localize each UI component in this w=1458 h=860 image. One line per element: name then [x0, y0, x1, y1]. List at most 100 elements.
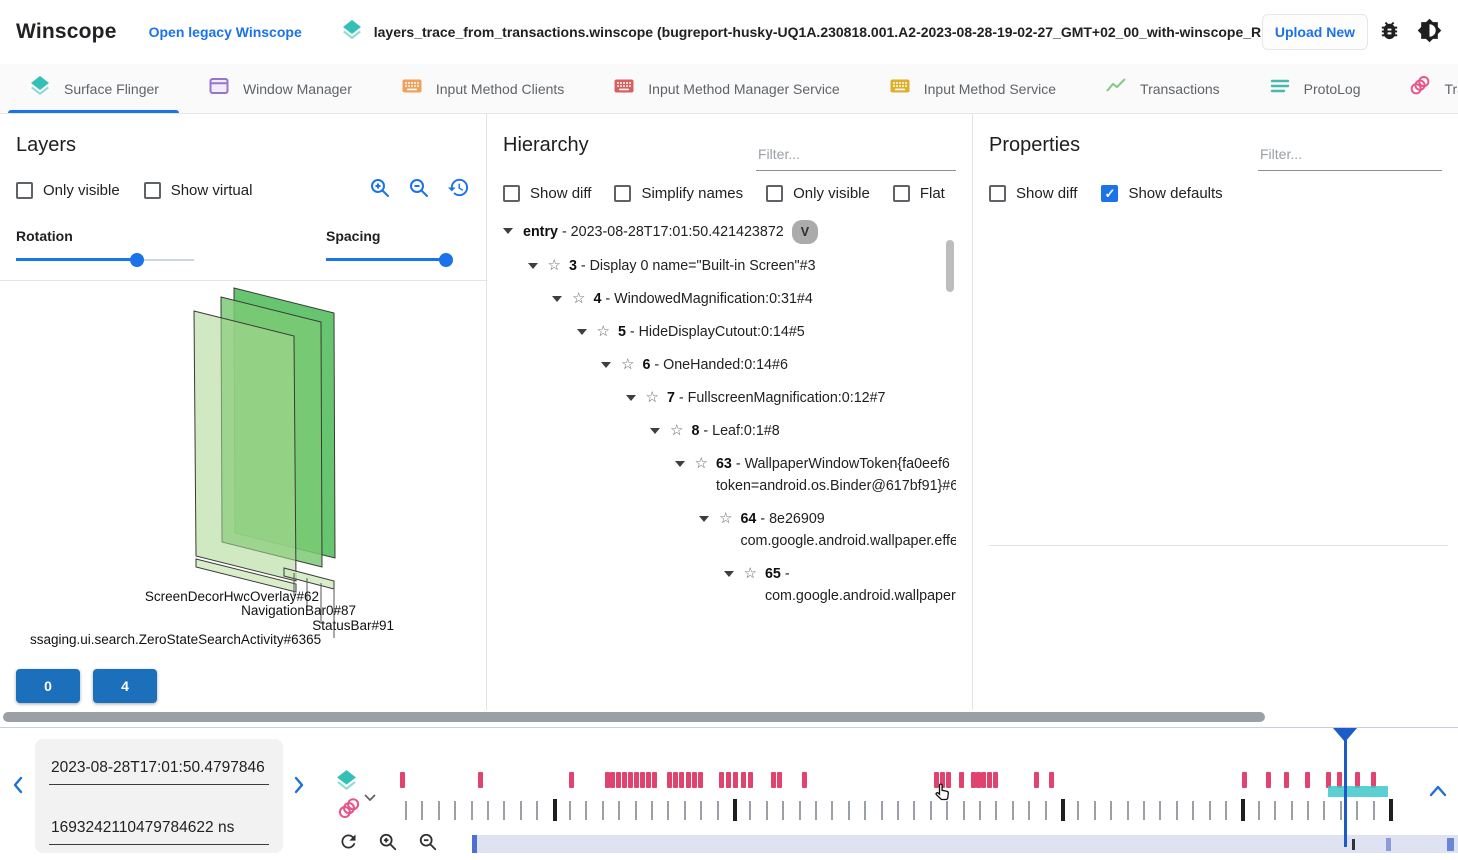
rotation-slider[interactable] — [16, 252, 194, 268]
sf-event-mark[interactable] — [569, 772, 574, 788]
transition-event-tick[interactable] — [1307, 801, 1309, 820]
collapse-caret-icon[interactable] — [723, 571, 734, 577]
tree-node[interactable]: ☆ 64 - 8e26909 com.google.android.wallpap… — [699, 508, 956, 552]
report-bug-button[interactable] — [1378, 19, 1401, 45]
transition-event-tick[interactable] — [1028, 801, 1031, 820]
transition-event-tick[interactable] — [1372, 801, 1375, 820]
timeline-cursor[interactable] — [1344, 730, 1347, 846]
collapse-caret-icon[interactable] — [650, 428, 660, 434]
transition-event-tick[interactable] — [979, 801, 981, 820]
transition-event-tick[interactable] — [421, 801, 424, 820]
tree-node[interactable]: ☆ 5 - HideDisplayCutout:0:14#5 — [576, 321, 931, 343]
pin-star-icon[interactable]: ☆ — [621, 356, 635, 373]
collapse-caret-icon[interactable] — [527, 263, 538, 269]
tree-node[interactable]: ☆ 65 - com.google.android.wallpaper.effec… — [723, 563, 956, 607]
collapse-caret-icon[interactable] — [699, 516, 709, 522]
sf-event-mark[interactable] — [971, 772, 976, 788]
sf-event-mark[interactable] — [1355, 772, 1360, 788]
transition-event-tick[interactable] — [667, 801, 670, 820]
transition-event-tick[interactable] — [716, 801, 719, 820]
transition-event-tick[interactable] — [765, 801, 768, 820]
tree-node[interactable]: ☆ 8 - Leaf:0:1#8 — [650, 420, 930, 442]
transition-event-tick[interactable] — [1143, 801, 1145, 820]
sf-event-mark[interactable] — [679, 772, 684, 788]
transition-event-tick-major[interactable] — [1061, 799, 1065, 821]
sf-event-mark[interactable] — [733, 772, 738, 788]
transition-event-tick[interactable] — [913, 801, 916, 820]
transition-event-tick[interactable] — [1192, 801, 1195, 820]
zoom-out-icon[interactable] — [408, 177, 430, 204]
layer-name-label[interactable]: ssaging.ui.search.ZeroStateSearchActivit… — [30, 632, 322, 647]
sf-event-mark[interactable] — [719, 772, 724, 788]
properties-filter-input[interactable] — [1258, 140, 1442, 171]
transition-event-tick[interactable] — [1323, 801, 1326, 820]
sf-event-mark[interactable] — [640, 772, 645, 788]
sf-event-mark[interactable] — [1266, 772, 1271, 788]
transition-event-tick[interactable] — [634, 801, 637, 820]
sf-event-mark[interactable] — [726, 772, 731, 788]
overview-left-handle[interactable] — [472, 835, 477, 853]
pin-star-icon[interactable]: ☆ — [743, 565, 757, 582]
human-timestamp-input[interactable] — [49, 759, 269, 785]
sf-event-mark[interactable] — [628, 772, 633, 788]
sf-event-mark[interactable] — [686, 772, 691, 788]
checkbox-flat[interactable]: Flat — [892, 185, 945, 202]
layer-name-label[interactable]: NavigationBar0#87 — [241, 603, 356, 618]
sf-event-mark[interactable] — [667, 772, 672, 788]
transition-event-tick[interactable] — [683, 801, 686, 820]
tab-input-method-service[interactable]: Input Method Service — [864, 64, 1080, 113]
spacing-slider[interactable] — [326, 252, 454, 268]
timeline-selection-range[interactable] — [1328, 786, 1388, 797]
checkbox-show-defaults[interactable]: Show defaults — [1101, 185, 1223, 202]
sf-event-mark[interactable] — [959, 772, 964, 788]
layer-name-label[interactable]: ScreenDecorHwcOverlay#62 — [144, 589, 319, 604]
transition-event-tick[interactable] — [405, 801, 407, 820]
sf-event-mark[interactable] — [1049, 772, 1054, 788]
sf-event-mark[interactable] — [934, 772, 939, 788]
collapse-caret-icon[interactable] — [503, 228, 513, 234]
sf-event-mark[interactable] — [400, 772, 405, 788]
transition-event-tick[interactable] — [519, 801, 522, 820]
hierarchy-filter-input[interactable] — [756, 140, 956, 171]
tree-node[interactable]: ☆ 4 - WindowedMagnification:0:31#4 — [552, 288, 930, 310]
transition-event-tick-major[interactable] — [1389, 799, 1393, 821]
refresh-icon[interactable] — [338, 831, 359, 857]
collapse-caret-icon[interactable] — [625, 395, 636, 401]
tree-node[interactable]: ☆ 3 - Display 0 name="Built-in Screen"#3 — [527, 255, 931, 277]
checkbox-show-diff[interactable]: Show diff — [503, 185, 591, 202]
transition-event-tick[interactable] — [618, 801, 621, 820]
transition-event-tick[interactable] — [700, 801, 703, 820]
sf-event-mark[interactable] — [646, 772, 651, 788]
transition-event-tick[interactable] — [1044, 801, 1047, 820]
transition-event-tick[interactable] — [651, 801, 653, 820]
transition-event-tick[interactable] — [536, 801, 539, 820]
transition-event-tick[interactable] — [1110, 801, 1113, 820]
collapse-caret-icon[interactable] — [576, 329, 587, 335]
hierarchy-scrollbar-thumb[interactable] — [946, 240, 954, 292]
trace-selector-dropdown[interactable] — [364, 789, 376, 807]
previous-entry-button[interactable] — [9, 775, 27, 800]
transition-event-tick[interactable] — [601, 801, 604, 820]
sf-event-mark[interactable] — [946, 772, 951, 788]
tab-input-method-clients[interactable]: Input Method Clients — [376, 64, 588, 113]
transition-event-tick[interactable] — [1225, 801, 1227, 820]
reset-view-icon[interactable] — [447, 176, 470, 204]
sf-event-mark[interactable] — [993, 772, 998, 788]
sf-event-mark[interactable] — [802, 772, 807, 788]
pin-star-icon[interactable]: ☆ — [670, 422, 684, 439]
sf-event-mark[interactable] — [652, 772, 657, 788]
sf-event-mark[interactable] — [1371, 772, 1376, 788]
tab-protolog[interactable]: ProtoLog — [1244, 64, 1385, 113]
sf-event-mark[interactable] — [610, 772, 615, 788]
transition-event-tick[interactable] — [454, 801, 457, 820]
display-rect-button-0[interactable]: 0 — [16, 669, 80, 703]
transition-event-tick[interactable] — [437, 801, 440, 820]
layers-3d-view[interactable]: ScreenDecorHwcOverlay#62 NavigationBar0#8… — [16, 281, 470, 661]
tab-surface-flinger[interactable]: Surface Flinger — [4, 64, 183, 113]
sf-event-mark[interactable] — [1326, 772, 1331, 788]
spacing-slider-thumb[interactable] — [439, 253, 454, 267]
transition-event-tick[interactable] — [880, 801, 883, 820]
tree-node[interactable]: entry - 2023-08-28T17:01:50.421423872 V — [503, 220, 930, 244]
checkbox-show-virtual[interactable]: Show virtual — [143, 181, 252, 199]
pin-star-icon[interactable]: ☆ — [719, 510, 733, 527]
